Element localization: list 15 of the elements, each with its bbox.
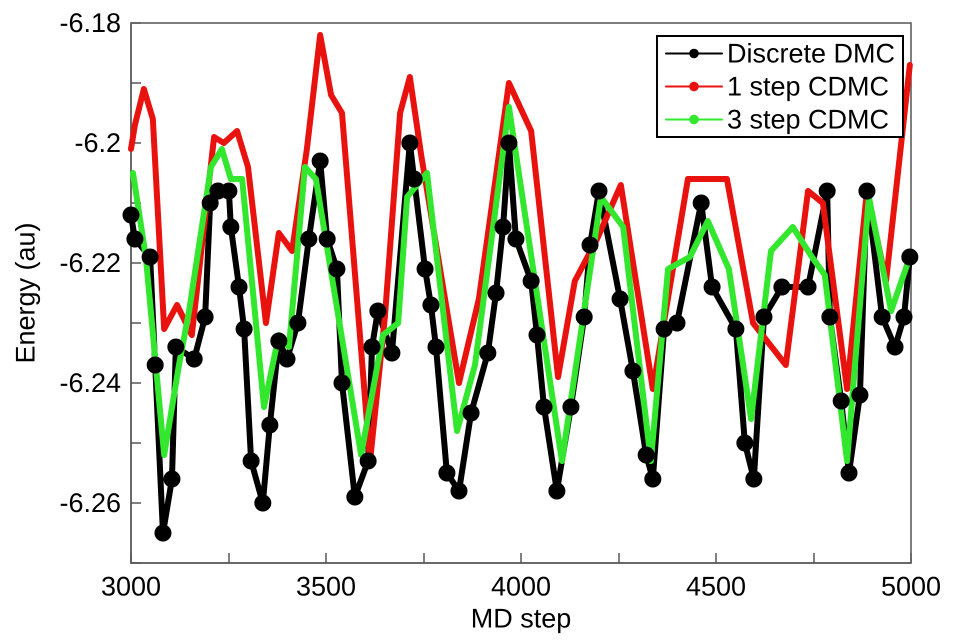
x-tick-label: 3500 — [296, 572, 356, 602]
y-tick-label: -6.22 — [59, 248, 121, 278]
y-tick-label: -6.18 — [59, 8, 121, 38]
y-tick-label: -6.2 — [74, 128, 121, 158]
legend-label: 1 step CDMC — [726, 72, 890, 102]
y-tick-label: -6.24 — [59, 368, 121, 398]
x-tick-label: 3000 — [100, 572, 162, 602]
x-tick-label: 4000 — [490, 572, 552, 602]
y-axis-title: Energy (au) — [10, 222, 40, 364]
x-tick-label: 5000 — [880, 572, 942, 602]
x-tick-label: 4500 — [686, 572, 746, 602]
y-tick-label: -6.26 — [59, 488, 121, 518]
legend-label: Discrete DMC — [726, 38, 896, 68]
x-axis-title: MD step — [470, 603, 572, 634]
legend-label: 3 step CDMC — [726, 104, 890, 134]
